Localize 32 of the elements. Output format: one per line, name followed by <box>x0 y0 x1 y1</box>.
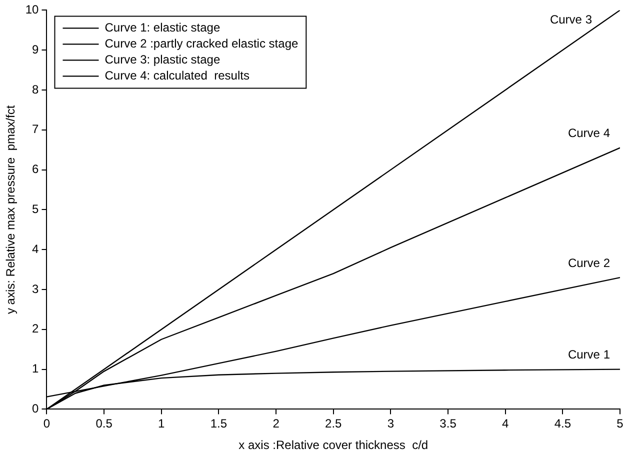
y-tick-label: 1 <box>32 362 40 376</box>
annotation: Curve 3 <box>550 12 592 27</box>
x-tick-label: 4 <box>502 416 510 431</box>
legend-label: Curve 1: elastic stage <box>104 20 220 35</box>
annotation: Curve 2 <box>568 256 610 270</box>
x-tick-label: 3 <box>387 416 394 431</box>
y-tick-label: 10 <box>25 2 40 17</box>
y-tick-label: 7 <box>32 122 40 136</box>
annotation: Curve 1 <box>568 348 610 362</box>
y-tick-label: 5 <box>32 202 40 216</box>
y-tick-label: 4 <box>32 242 40 256</box>
y-tick-label: 2 <box>32 322 40 336</box>
y-tick-label: 6 <box>32 162 40 176</box>
y-tick-label: 0 <box>32 402 40 416</box>
y-axis-title: y axis: Relative max pressure pmax/fct <box>4 104 18 314</box>
x-tick-label: 0.5 <box>96 416 113 431</box>
y-tick-label: 3 <box>32 282 40 296</box>
x-tick-label: 5 <box>616 416 624 431</box>
y-tick-label: 9 <box>32 42 40 56</box>
annotation: Curve 4 <box>568 126 610 140</box>
x-tick-label: 2 <box>272 416 280 431</box>
x-tick-label: 0 <box>43 416 50 431</box>
x-tick-label: 4.5 <box>554 416 572 431</box>
y-tick-label: 8 <box>32 82 40 96</box>
x-tick-label: 3.5 <box>440 416 457 431</box>
x-tick-label: 1 <box>158 416 166 431</box>
legend-label: Curve 2 :partly cracked elastic stage <box>104 36 298 51</box>
x-tick-label: 2.5 <box>325 416 342 431</box>
legend-label: Curve 4: calculated results <box>104 68 250 83</box>
x-tick-label: 1.5 <box>210 416 228 431</box>
x-axis-title: x axis :Relative cover thickness c/d <box>238 438 428 452</box>
legend-label: Curve 3: plastic stage <box>104 52 220 67</box>
